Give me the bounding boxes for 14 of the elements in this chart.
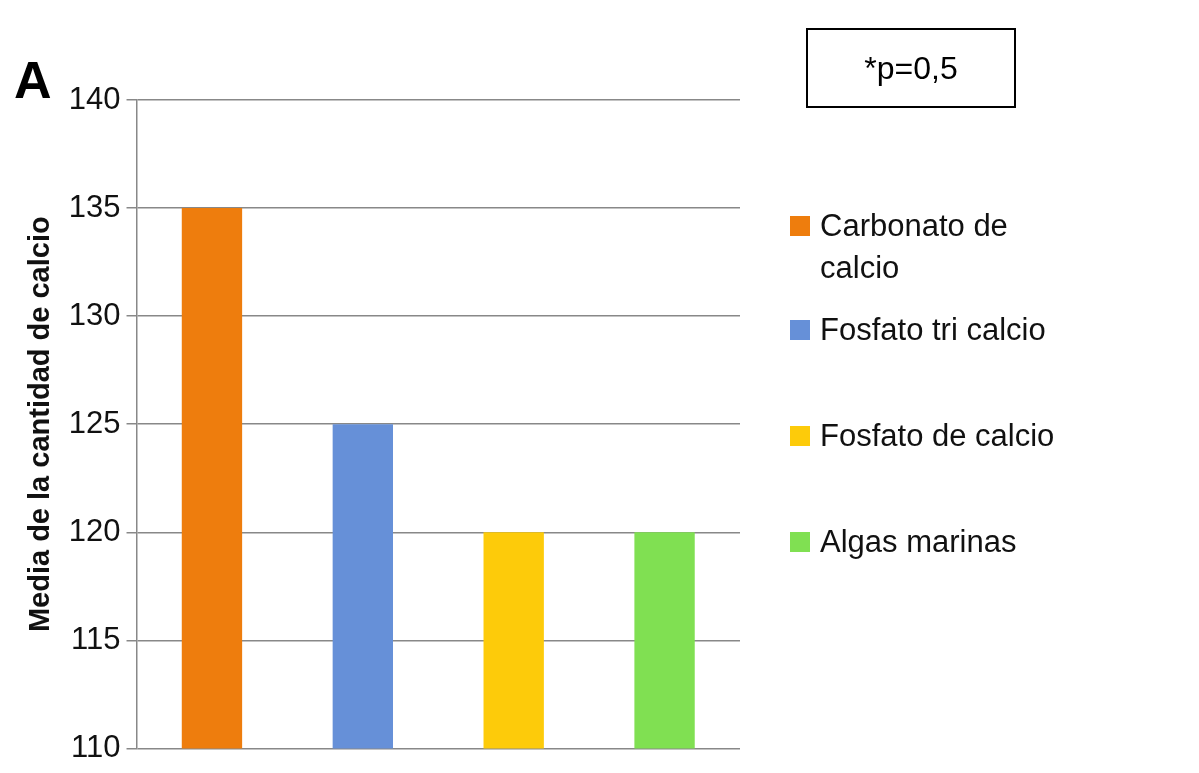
y-tick-label: 140 [68,80,121,116]
legend-label: Fosfato tri calcio [820,311,1046,349]
y-axis-title: Media de la cantidad de calcio [23,216,56,633]
legend-label: Algas marinas [820,523,1017,561]
y-tick-label: 130 [68,296,121,332]
legend-label: Carbonato de calcio [820,207,1009,287]
y-tick-label: 125 [68,404,121,440]
y-tick-label: 120 [68,512,121,548]
y-tick-label: 115 [71,620,121,656]
y-tick-label: 135 [68,188,121,224]
text: *p=0,5 [806,28,1016,108]
y-tick-label: 110 [71,728,121,764]
legend-label: Fosfato de calcio [820,417,1055,455]
text: A [14,50,52,110]
